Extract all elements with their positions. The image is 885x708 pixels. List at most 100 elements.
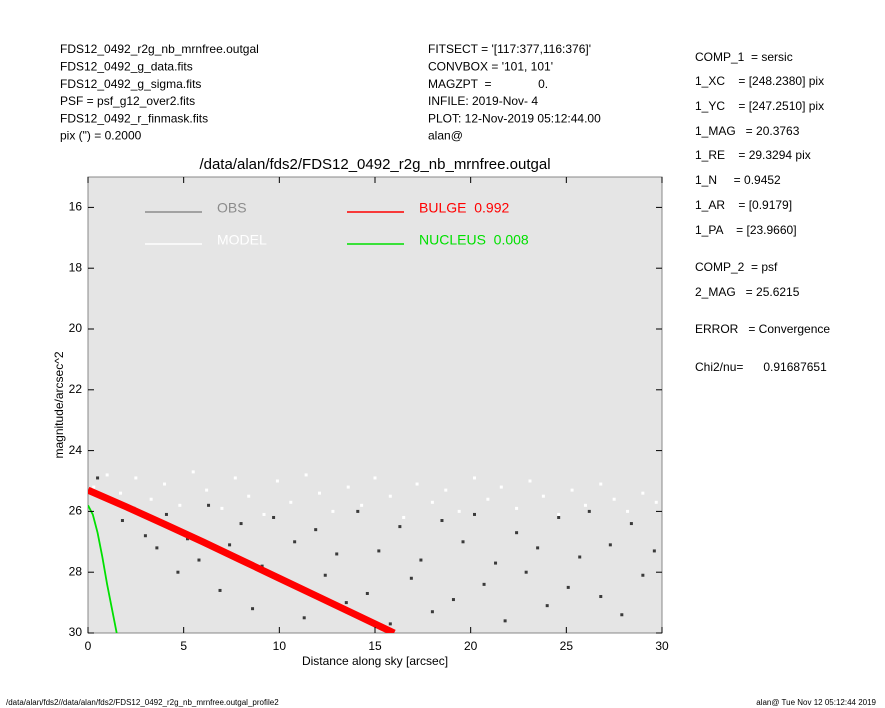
data-point [149,497,153,501]
data-point [185,537,189,541]
x-tick-label: 15 [368,639,382,653]
data-point [536,546,540,550]
data-point [608,543,612,547]
data-point [218,588,222,592]
data-point [228,543,232,547]
data-point [566,585,570,589]
legend-label: NUCLEUS 0.008 [419,232,529,248]
data-point [402,515,406,519]
chart-title: /data/alan/fds2/FDS12_0492_r2g_nb_mrnfre… [199,156,550,173]
data-point [178,503,182,507]
data-point [398,525,402,529]
x-tick-label: 30 [655,639,669,653]
data-point [96,476,100,480]
header-left-line: FDS12_0492_g_data.fits [60,59,193,73]
data-point [360,503,364,507]
info-line: ERROR = Convergence [695,322,830,336]
data-point [570,488,574,492]
data-point [482,582,486,586]
data-point [652,549,656,553]
x-tick-label: 5 [180,639,187,653]
info-line: 1_YC = [247.2510] pix [695,99,824,113]
data-point [587,509,591,513]
data-point [388,622,392,626]
data-point [134,476,138,480]
header-left-line: FDS12_0492_r_finmask.fits [60,111,208,125]
info-line: COMP_2 = psf [695,260,778,274]
data-point [247,494,251,498]
info-line: 1_N = 0.9452 [695,173,781,187]
data-point [620,613,624,617]
data-point [440,519,444,523]
data-point [557,515,561,519]
data-point [344,601,348,605]
x-tick-label: 20 [464,639,478,653]
data-point [494,561,498,565]
data-point [430,610,434,614]
data-point [472,476,476,480]
header-left-line: FDS12_0492_r2g_nb_mrnfree.outgal [60,42,259,56]
data-point [641,573,645,577]
data-point [629,522,633,526]
data-point [541,494,545,498]
y-tick-label: 16 [69,200,83,214]
x-tick-label: 0 [85,639,92,653]
model-line [88,504,118,633]
data-point [599,482,603,486]
data-point [163,482,167,486]
data-point [314,528,318,532]
data-point [626,509,630,513]
data-point [191,470,195,474]
info-line: COMP_1 = sersic [695,50,793,64]
data-point [105,473,109,477]
data-point [499,485,503,489]
data-point [444,488,448,492]
data-point [583,503,587,507]
data-point [557,512,561,516]
data-point [641,491,645,495]
info-line: 1_PA = [23.9660] [695,223,797,237]
data-point [289,500,293,504]
x-tick-label: 10 [273,639,287,653]
header-middle-line: INFILE: 2019-Nov- 4 [428,94,538,108]
data-point [120,519,124,523]
footer-left: /data/alan/fds2//data/alan/fds2/FDS12_04… [6,698,279,707]
data-point [486,497,490,501]
data-point [578,555,582,559]
data-point [205,488,209,492]
data-point [119,491,123,495]
data-point [92,485,96,489]
header-left-line: FDS12_0492_g_sigma.fits [60,77,201,91]
header-left-line: pix (") = 0.2000 [60,129,142,143]
data-point [304,473,308,477]
header-middle-line: FITSECT = '[117:377,116:376]' [428,42,591,56]
data-point [415,482,419,486]
data-point [599,595,603,599]
data-point [239,522,243,526]
plot-area [87,176,663,634]
data-point [388,494,392,498]
data-point [262,512,266,516]
data-point [472,512,476,516]
data-point [515,531,519,535]
header-middle-line: PLOT: 12-Nov-2019 05:12:44.00 [428,111,601,125]
info-line: 1_AR = [0.9179] [695,198,792,212]
data-point [155,546,159,550]
info-line: 1_XC = [248.2380] pix [695,74,824,88]
data-point [377,549,381,553]
data-point [365,591,369,595]
legend-label: OBS [217,200,247,216]
data-point [419,558,423,562]
header-left-line: PSF = psf_g12_over2.fits [60,94,195,108]
header-middle-line: CONVBOX = '101, 101' [428,59,553,73]
data-point [451,598,455,602]
data-point [461,540,465,544]
data-point [293,540,297,544]
y-axis-label: magnitude/arcsec^2 [52,351,66,458]
x-tick-label: 25 [560,639,574,653]
data-point [524,570,528,574]
data-point [272,515,276,519]
data-point [545,604,549,608]
data-point [197,558,201,562]
